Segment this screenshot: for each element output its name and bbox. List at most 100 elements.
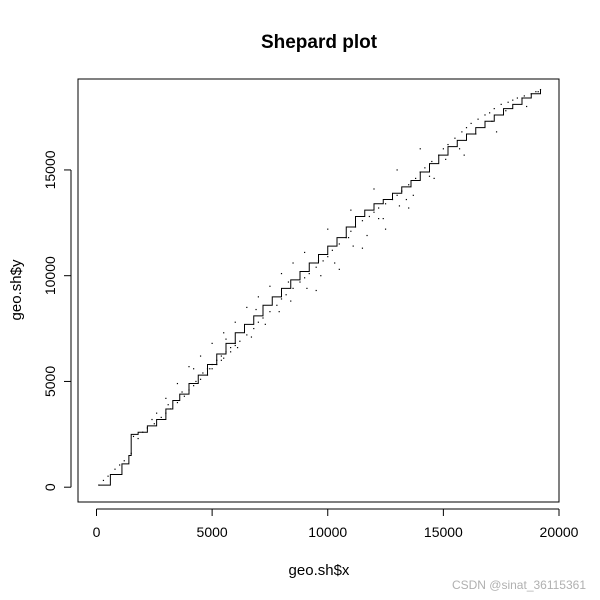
y-tick-label: 5000 xyxy=(42,366,58,397)
data-point xyxy=(257,321,259,323)
data-point xyxy=(193,368,195,370)
data-point xyxy=(315,289,317,292)
data-point xyxy=(412,194,414,196)
data-point xyxy=(470,122,472,125)
x-tick-label: 20000 xyxy=(540,524,579,540)
data-point xyxy=(465,127,468,129)
data-point xyxy=(495,131,498,133)
data-point xyxy=(234,321,236,323)
data-point xyxy=(526,105,528,108)
data-point xyxy=(350,230,352,232)
data-point xyxy=(516,97,518,99)
data-point xyxy=(183,395,185,397)
data-point xyxy=(535,91,537,93)
chart-title: Shepard plot xyxy=(261,32,378,53)
data-point xyxy=(246,306,248,309)
data-point xyxy=(331,249,333,251)
data-point xyxy=(428,175,431,177)
data-point xyxy=(165,397,167,399)
data-point xyxy=(396,169,398,171)
data-point xyxy=(290,300,292,302)
x-tick-label: 15000 xyxy=(424,524,463,540)
data-point xyxy=(195,380,197,383)
y-tick-label: 15000 xyxy=(42,150,58,189)
data-point xyxy=(236,347,239,349)
data-point xyxy=(537,91,539,93)
data-point xyxy=(366,234,368,237)
data-point xyxy=(278,311,280,313)
data-point xyxy=(431,160,433,163)
plot-frame xyxy=(77,78,560,503)
data-point xyxy=(156,412,158,414)
data-point xyxy=(396,194,398,196)
data-point xyxy=(463,154,465,156)
data-point xyxy=(352,245,354,247)
data-point xyxy=(433,177,435,180)
data-point xyxy=(507,101,509,103)
data-point xyxy=(384,203,387,205)
x-axis-label: geo.sh$x xyxy=(289,562,350,579)
data-point xyxy=(119,464,121,466)
data-point xyxy=(269,285,271,287)
data-point xyxy=(304,277,306,279)
data-point xyxy=(230,351,232,353)
data-point xyxy=(276,304,278,306)
data-point xyxy=(338,268,340,270)
data-point xyxy=(199,378,202,380)
data-point xyxy=(230,347,232,349)
data-point xyxy=(308,272,310,275)
x-axis: 0 5000 10000 15000 20000 xyxy=(93,508,579,540)
data-point xyxy=(445,158,447,160)
data-point xyxy=(334,262,336,264)
data-point xyxy=(320,275,322,277)
data-point xyxy=(405,198,407,201)
data-point xyxy=(415,177,417,180)
data-point xyxy=(269,311,271,313)
data-point xyxy=(193,385,195,387)
data-point xyxy=(250,336,253,338)
data-point xyxy=(253,327,255,330)
data-point xyxy=(211,368,213,370)
data-point xyxy=(338,243,340,245)
data-point xyxy=(461,131,463,133)
data-point xyxy=(442,148,444,150)
data-point xyxy=(225,338,227,340)
data-point xyxy=(299,281,301,283)
data-point xyxy=(246,334,248,336)
data-point xyxy=(199,355,202,357)
data-point xyxy=(347,237,350,239)
data-point xyxy=(477,118,479,120)
data-point xyxy=(280,298,283,300)
data-point xyxy=(350,209,352,211)
data-point xyxy=(454,137,456,139)
y-axis: 0 5000 10000 15000 xyxy=(42,150,72,491)
data-point xyxy=(398,205,401,207)
data-point xyxy=(234,344,236,347)
data-point xyxy=(447,143,449,146)
data-point xyxy=(327,256,329,258)
data-point xyxy=(181,391,183,393)
data-point xyxy=(373,188,375,190)
y-axis-label: geo.sh$y xyxy=(8,259,25,320)
data-point xyxy=(292,262,294,264)
x-tick-label: 5000 xyxy=(197,524,228,540)
y-tick-label: 10000 xyxy=(42,256,58,295)
data-point xyxy=(255,308,257,311)
x-tick-label: 10000 xyxy=(308,524,347,540)
data-point xyxy=(419,148,421,150)
data-point xyxy=(523,95,525,97)
data-point xyxy=(176,382,179,385)
data-point xyxy=(264,323,266,325)
data-point xyxy=(239,340,241,342)
data-point xyxy=(223,357,225,359)
data-point xyxy=(424,167,426,169)
data-point xyxy=(160,416,162,418)
data-point xyxy=(368,215,370,218)
data-point xyxy=(322,260,324,262)
y-tick-label: 0 xyxy=(42,483,58,491)
data-point xyxy=(123,460,125,462)
data-point xyxy=(304,251,306,254)
data-point xyxy=(287,281,290,283)
data-point xyxy=(512,99,514,101)
